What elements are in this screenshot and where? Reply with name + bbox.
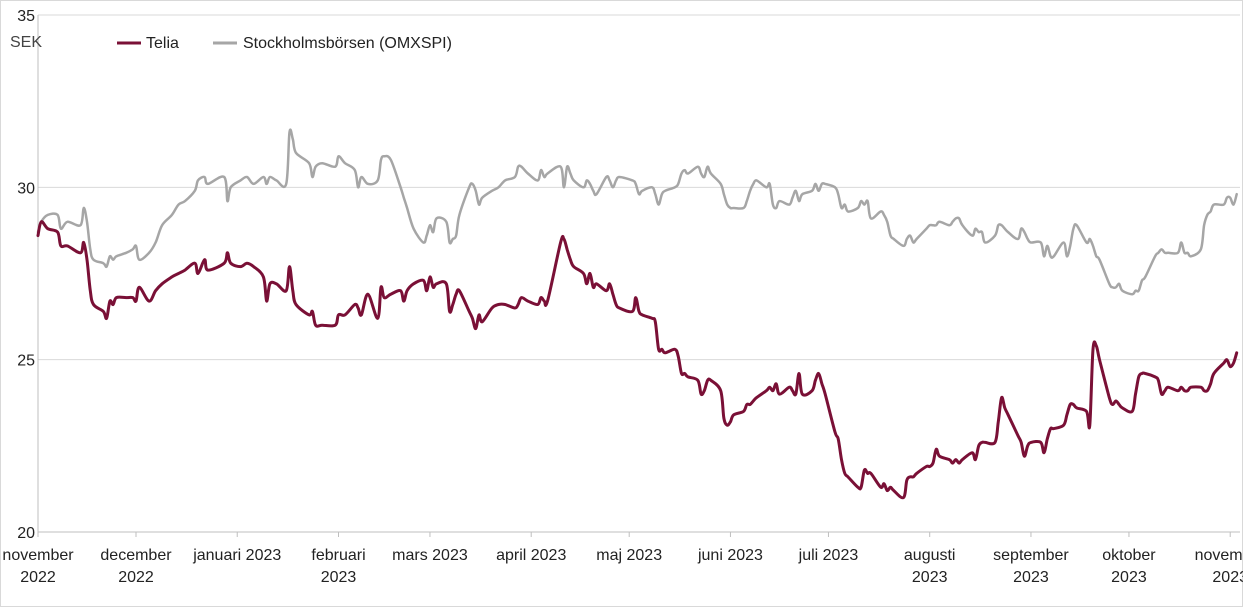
legend-label-omxspi: Stockholmsbörsen (OMXSPI) [243, 35, 452, 52]
y-tick-label: 20 [17, 525, 35, 542]
y-tick-label: 25 [17, 353, 35, 370]
grid-lines [38, 14, 1240, 533]
x-tick-label-year: 2023 [912, 569, 948, 586]
series-line-stockholmsb-rsen-omxspi [36, 128, 1238, 296]
x-tick-label: december [100, 547, 172, 564]
x-tick-label: augusti [904, 547, 956, 564]
x-axis: november 2022 december 2022 januari 2023 febr… [2, 532, 1243, 586]
series-lines [36, 128, 1239, 500]
x-tick-label: juli 2023 [798, 547, 859, 564]
x-tick-label: oktober [1102, 547, 1156, 564]
x-tick-label-year: 2022 [118, 569, 154, 586]
legend: Telia Stockholmsbörsen (OMXSPI) [117, 35, 452, 52]
x-tick-label: november [2, 547, 74, 564]
x-tick-label-year: 2022 [20, 569, 56, 586]
legend-label-telia: Telia [146, 35, 179, 52]
x-tick-label: april 2023 [496, 547, 566, 564]
x-tick-label: september [993, 547, 1069, 564]
x-tick-label-year: 2023 [1212, 569, 1243, 586]
x-tick-label: februari [311, 547, 365, 564]
y-axis-unit-label: SEK [10, 34, 42, 51]
y-axis: 20 25 30 35 [17, 8, 39, 542]
x-tick-label-year: 2023 [321, 569, 357, 586]
y-tick-label: 30 [17, 180, 35, 197]
x-tick-label-year: 2023 [1111, 569, 1147, 586]
x-tick-label: maj 2023 [596, 547, 662, 564]
x-tick-label: november [1195, 547, 1243, 564]
y-tick-label: 35 [17, 8, 35, 25]
x-tick-label: mars 2023 [392, 547, 468, 564]
x-tick-label-year: 2023 [1013, 569, 1049, 586]
series-line-telia [36, 220, 1239, 500]
x-tick-label: juni 2023 [697, 547, 763, 564]
x-tick-label: januari 2023 [192, 547, 281, 564]
